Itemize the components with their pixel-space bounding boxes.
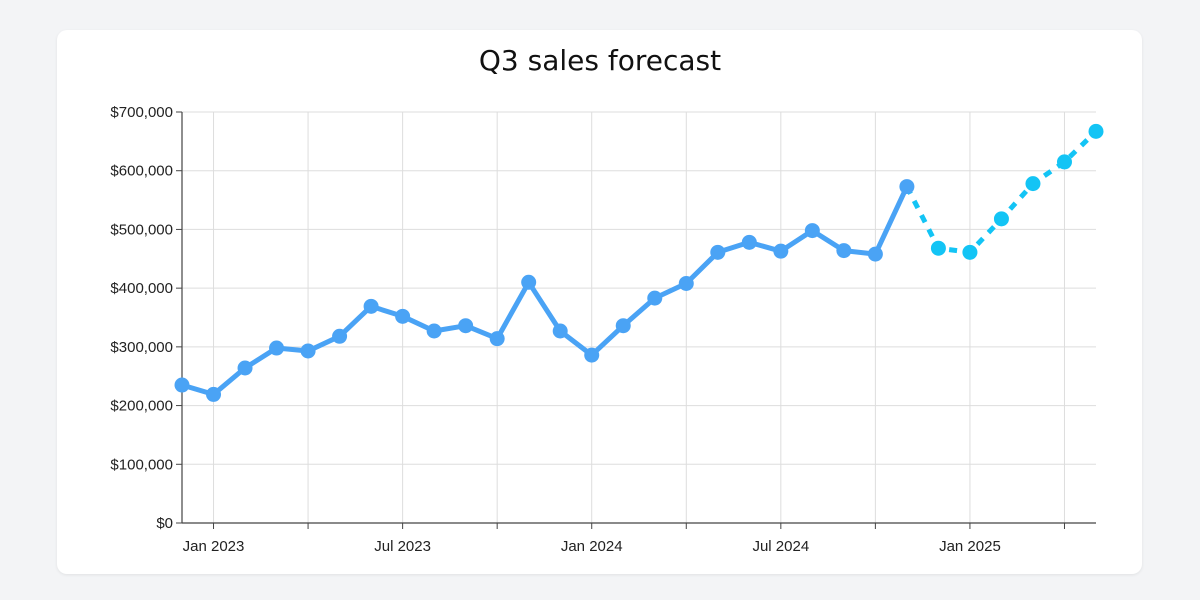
actual-data-point xyxy=(395,308,411,324)
grid-lines xyxy=(182,111,1096,523)
forecast-series-line xyxy=(904,129,1098,255)
actual-data-point xyxy=(552,323,568,339)
actual-data-point xyxy=(647,290,663,306)
actual-data-point xyxy=(836,243,852,259)
actual-data-point xyxy=(206,386,222,402)
actual-data-point xyxy=(269,340,285,356)
actual-data-point xyxy=(237,360,253,376)
y-axis-tick-labels: $0 $100,000 $200,000 $300,000 $400,000 $500,0… xyxy=(110,104,173,532)
chart-title: Q3 sales forecast xyxy=(478,44,722,77)
actual-data-point xyxy=(741,234,757,250)
y-tick-label: $0 xyxy=(156,515,173,532)
actual-data-point xyxy=(426,323,442,339)
actual-data-point xyxy=(867,246,883,262)
forecast-data-point xyxy=(930,240,946,256)
y-tick-label: $400,000 xyxy=(110,280,173,297)
chart-card xyxy=(57,30,1142,574)
y-tick-label: $700,000 xyxy=(110,104,173,121)
y-tick-label: $300,000 xyxy=(110,339,173,356)
actual-data-point xyxy=(584,347,600,363)
actual-data-point xyxy=(615,318,631,334)
actual-data-point xyxy=(773,243,789,259)
y-tick-label: $600,000 xyxy=(110,163,173,180)
y-tick-label: $200,000 xyxy=(110,398,173,415)
x-axis-tick-labels: Jan 2023 Jul 2023 Jan 2024 Jul 2024 Jan 2025 xyxy=(183,538,1001,555)
actual-data-point xyxy=(678,275,694,291)
x-tick-label: Jan 2024 xyxy=(561,538,623,555)
series-points xyxy=(174,123,1104,402)
forecast-data-point xyxy=(1088,123,1104,139)
axes xyxy=(176,111,1096,529)
y-tick-label: $100,000 xyxy=(110,456,173,473)
x-tick-label: Jul 2023 xyxy=(374,538,431,555)
actual-data-point xyxy=(710,244,726,260)
forecast-data-point xyxy=(1025,176,1041,192)
y-tick-label: $500,000 xyxy=(110,221,173,238)
actual-data-point xyxy=(300,343,316,359)
actual-data-point xyxy=(363,298,379,314)
x-tick-label: Jan 2023 xyxy=(183,538,245,555)
actual-series-line xyxy=(179,184,910,397)
x-tick-label: Jan 2025 xyxy=(939,538,1001,555)
actual-data-point xyxy=(899,179,915,195)
actual-data-point xyxy=(174,377,190,393)
actual-data-point xyxy=(804,223,820,239)
actual-data-point xyxy=(521,274,537,290)
forecast-data-point xyxy=(1056,154,1072,170)
forecast-data-point xyxy=(962,244,978,260)
actual-data-point xyxy=(489,331,505,347)
actual-data-point xyxy=(458,318,474,334)
forecast-data-point xyxy=(993,211,1009,227)
x-tick-label: Jul 2024 xyxy=(752,538,809,555)
actual-data-point xyxy=(332,328,348,344)
